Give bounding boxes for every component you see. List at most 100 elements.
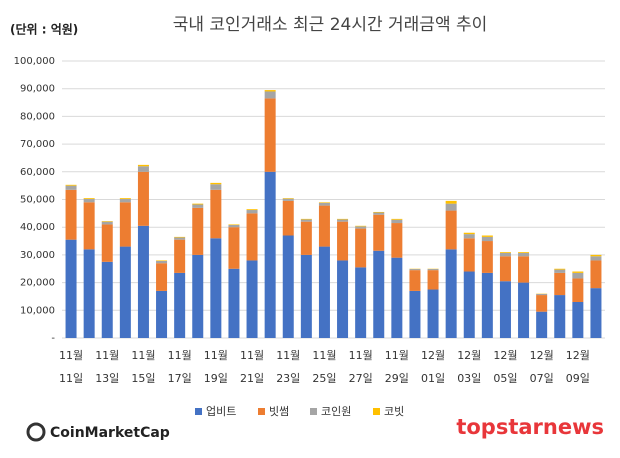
x-tick-label: 11월 27일 xyxy=(348,349,373,385)
legend-label: 업비트 xyxy=(206,405,236,418)
bar-segment xyxy=(83,202,95,250)
bar-segment xyxy=(518,256,530,283)
watermark-right: topstarnews xyxy=(456,415,604,439)
bar-segment xyxy=(427,289,439,338)
bar-segment xyxy=(264,171,276,338)
bar-segment xyxy=(300,221,312,255)
bar-segment xyxy=(264,90,276,92)
bar-segment xyxy=(210,184,222,190)
bar-segment xyxy=(210,189,222,239)
bar-segment xyxy=(192,207,204,255)
bar-segment xyxy=(246,213,258,261)
bar-segment xyxy=(590,260,602,289)
bar-segment xyxy=(264,98,276,172)
bar-segment xyxy=(427,269,439,271)
x-tick-label: 12월 07일 xyxy=(529,349,554,385)
bar-segment xyxy=(536,311,548,338)
bar-segment xyxy=(481,235,493,237)
bar-segment xyxy=(373,212,385,215)
bar-segment xyxy=(463,232,475,235)
x-tick-label: 11월 23일 xyxy=(276,349,301,385)
bar-segment xyxy=(65,189,77,240)
y-tick-label: - xyxy=(51,333,55,344)
bar-segment xyxy=(101,261,113,338)
x-tick-label: 11월 17일 xyxy=(167,349,192,385)
bar-segment xyxy=(83,198,95,199)
bar-segment xyxy=(137,225,149,338)
x-tick-label: 11월 29일 xyxy=(384,349,409,385)
y-tick-label: 60,000 xyxy=(20,167,55,178)
x-tick-label: 11월 19일 xyxy=(203,349,228,385)
bar-segment xyxy=(355,267,367,338)
bar-segment xyxy=(391,223,403,258)
bar-segment xyxy=(337,260,349,338)
bar-segment xyxy=(137,164,149,167)
x-tick-label: 11월 13일 xyxy=(95,349,120,385)
bar-segment xyxy=(65,185,77,190)
bar-segment xyxy=(445,200,457,204)
bar-segment xyxy=(156,290,168,338)
bar-segment xyxy=(65,239,77,338)
bar-segment xyxy=(445,210,457,250)
bar-segment xyxy=(572,271,584,273)
y-tick-label: 100,000 xyxy=(14,56,55,67)
bar-segment xyxy=(463,234,475,239)
watermark-left: CoinMarketCap xyxy=(50,425,170,441)
bar-segment xyxy=(210,182,222,185)
bar-segment xyxy=(119,198,131,199)
bar-segment xyxy=(554,295,566,338)
bar-segment xyxy=(119,198,131,203)
bar-segment xyxy=(463,271,475,338)
x-tick-label: 12월 05일 xyxy=(493,349,518,385)
bar-segment xyxy=(554,272,566,296)
bar-segment xyxy=(300,218,312,220)
bar-segment xyxy=(101,224,113,262)
y-tick-label: 40,000 xyxy=(20,222,55,233)
bar-segment xyxy=(518,252,530,257)
bar-segment xyxy=(156,263,168,291)
bar-segment xyxy=(337,218,349,220)
legend-label: 코빗 xyxy=(384,405,404,418)
bar-segment xyxy=(536,293,548,296)
x-tick-label: 11월 25일 xyxy=(312,349,337,385)
x-tick-label: 12월 09일 xyxy=(565,349,590,385)
legend-swatch xyxy=(373,408,380,415)
bar-segment xyxy=(228,224,240,228)
bar-segment xyxy=(137,166,149,172)
bar-segment xyxy=(499,281,511,338)
bar-segment xyxy=(137,171,149,226)
logo-icon xyxy=(26,422,46,442)
bar-segment xyxy=(590,254,602,257)
bar-segment xyxy=(119,202,131,247)
bar-segment xyxy=(572,278,584,302)
bar-segment xyxy=(83,249,95,338)
bar-segment xyxy=(337,221,349,261)
x-tick-label: 12월 03일 xyxy=(457,349,482,385)
x-tick-label: 11월 21일 xyxy=(239,349,265,385)
bar-segment xyxy=(481,236,493,242)
bar-segment xyxy=(101,221,113,225)
bar-segment xyxy=(427,270,439,290)
bar-segment xyxy=(228,227,240,269)
bar-segment xyxy=(318,246,330,338)
bar-segment xyxy=(499,252,511,257)
y-tick-label: 10,000 xyxy=(20,305,55,316)
bar-segment xyxy=(554,268,566,270)
bar-segment xyxy=(499,256,511,282)
bar-segment xyxy=(355,226,367,229)
bar-segment xyxy=(246,260,258,338)
bar-segment xyxy=(337,219,349,222)
bar-segment xyxy=(228,268,240,338)
bar-segment xyxy=(391,219,403,224)
bar-segment xyxy=(318,205,330,247)
bar-segment xyxy=(83,198,95,203)
y-tick-label: 80,000 xyxy=(20,111,55,122)
bar-segment xyxy=(481,272,493,338)
x-tick-label: 11월 11일 xyxy=(58,349,84,385)
bar-segment xyxy=(481,241,493,273)
bar-segment xyxy=(119,246,131,338)
bar-segment xyxy=(246,209,258,211)
bar-segment xyxy=(228,224,240,225)
bar-segment xyxy=(554,269,566,273)
